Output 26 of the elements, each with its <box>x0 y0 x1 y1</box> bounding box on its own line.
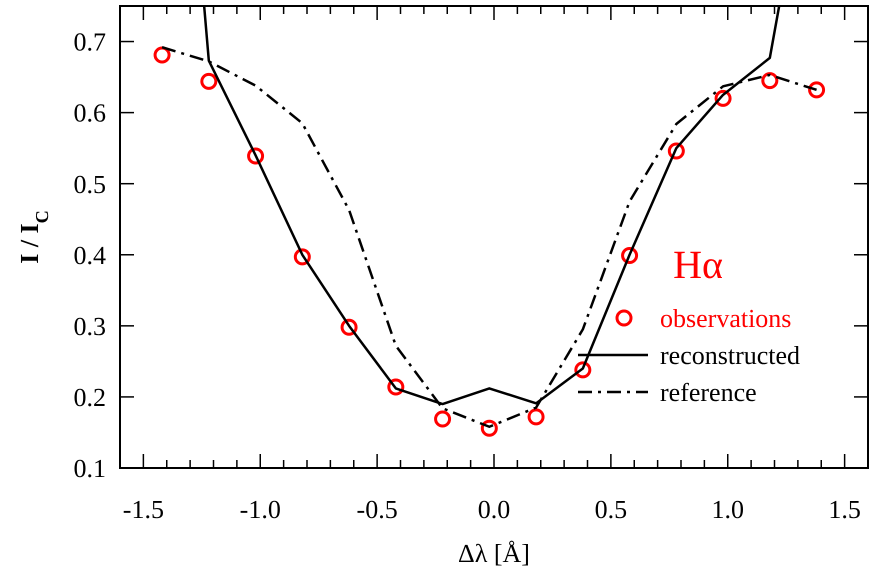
point <box>434 410 452 428</box>
x-tick-label: 0.5 <box>594 495 628 524</box>
point <box>200 72 218 90</box>
y-tick-label: 0.1 <box>74 454 106 484</box>
x-axis-title: Δλ [Å] <box>458 539 530 568</box>
legend-label: observations <box>660 304 792 334</box>
x-tick-label: -1.5 <box>122 495 164 524</box>
x-tick-label: -1.0 <box>240 495 281 524</box>
point <box>340 318 358 336</box>
x-tick-label: 0.0 <box>478 495 510 524</box>
legend-label: reference <box>660 378 757 408</box>
legend-label: reconstructed <box>660 341 800 370</box>
point <box>808 81 826 98</box>
y-tick-label: 0.4 <box>74 240 106 270</box>
x-tick-label: 1.0 <box>712 495 744 524</box>
point <box>480 420 498 437</box>
y-tick-label: 0.5 <box>74 170 106 199</box>
y-tick-label: 0.3 <box>74 312 106 341</box>
point <box>761 72 778 90</box>
point <box>528 408 545 426</box>
y-tick-label: 0.2 <box>74 383 106 412</box>
x-tick-label: 1.5 <box>828 495 861 524</box>
legend-title: Hα <box>673 242 723 287</box>
y-tick-label: 0.6 <box>74 98 106 128</box>
x-tick-label: -0.5 <box>356 495 398 524</box>
y-tick-label: 0.7 <box>74 28 106 57</box>
